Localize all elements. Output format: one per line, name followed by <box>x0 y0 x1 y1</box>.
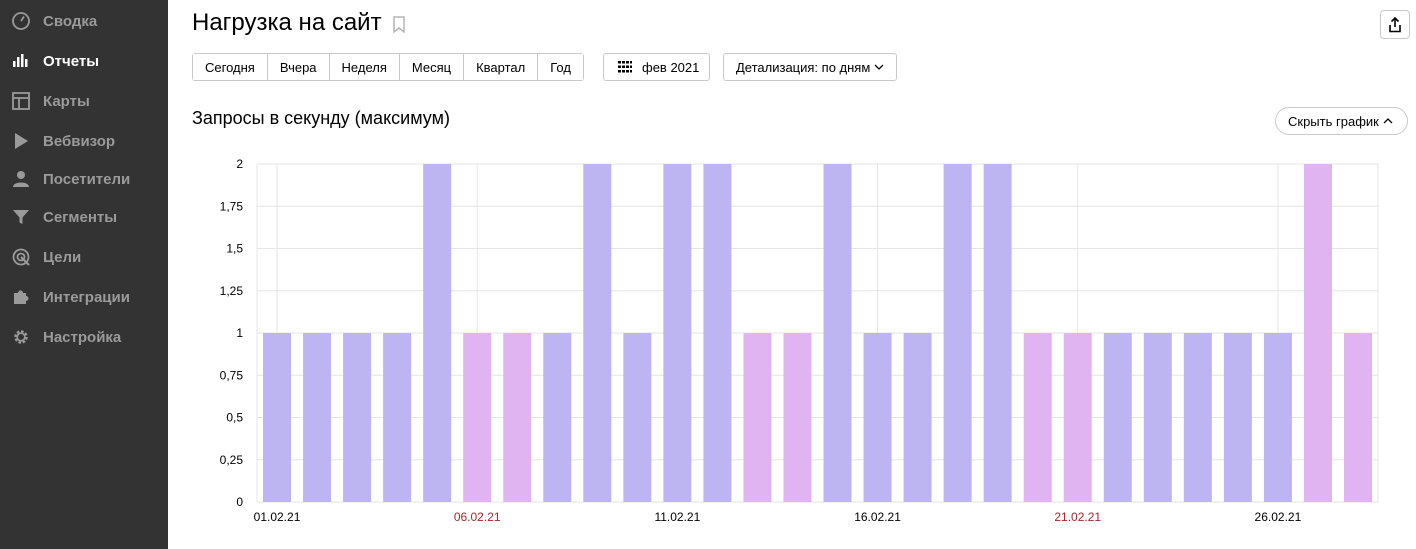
bar <box>944 164 972 502</box>
bar <box>343 333 371 502</box>
y-tick-label: 0,75 <box>220 368 244 382</box>
sidebar-item-label: Настройка <box>43 329 121 346</box>
main-content: Нагрузка на сайт Сегодня Вчера Неделя Месяц… <box>168 0 1416 549</box>
bar <box>1304 164 1332 502</box>
filter-icon <box>11 207 31 227</box>
sidebar-item-5[interactable]: Сегменты <box>0 199 168 235</box>
sidebar-item-label: Вебвизор <box>43 133 115 150</box>
chart: 0 0,25 0,5 0,75 1 1,25 1,5 1,75 2 01.02.21 06.02.2… <box>168 0 1416 549</box>
sidebar-item-label: Посетители <box>43 171 130 188</box>
sidebar-item-0[interactable]: Сводка <box>0 3 168 39</box>
y-tick-label: 1,75 <box>220 199 244 213</box>
bar <box>303 333 331 502</box>
bar <box>1024 333 1052 502</box>
y-tick-label: 0,5 <box>226 411 243 425</box>
sidebar-item-label: Отчеты <box>43 53 99 70</box>
y-tick-label: 1,25 <box>220 284 244 298</box>
bar <box>663 164 691 502</box>
bar <box>904 333 932 502</box>
y-tick-label: 1,5 <box>226 242 243 256</box>
bar <box>824 164 852 502</box>
bar <box>383 333 411 502</box>
y-tick-label: 0,25 <box>220 453 244 467</box>
bar <box>1104 333 1132 502</box>
y-tick-label: 1 <box>236 326 243 340</box>
x-tick-label: 06.02.21 <box>454 510 501 524</box>
bar <box>543 333 571 502</box>
sidebar-item-label: Карты <box>43 93 90 110</box>
sidebar-item-label: Интеграции <box>43 289 130 306</box>
x-tick-label: 21.02.21 <box>1054 510 1101 524</box>
x-tick-label: 01.02.21 <box>254 510 301 524</box>
bar <box>864 333 892 502</box>
bar <box>1144 333 1172 502</box>
target-icon <box>11 247 31 267</box>
gear-icon <box>11 327 31 347</box>
sidebar-item-label: Цели <box>43 249 81 266</box>
bar <box>1264 333 1292 502</box>
sidebar-item-6[interactable]: Цели <box>0 239 168 275</box>
bar <box>423 164 451 502</box>
sidebar-item-label: Сводка <box>43 13 97 30</box>
bar <box>463 333 491 502</box>
play-icon <box>11 131 31 151</box>
x-tick-label: 11.02.21 <box>654 510 700 524</box>
sidebar-item-4[interactable]: Посетители <box>0 161 168 197</box>
bar <box>263 333 291 502</box>
y-tick-label: 2 <box>236 157 243 171</box>
bar <box>1224 333 1252 502</box>
bar-chart-icon <box>11 51 31 71</box>
bar <box>703 164 731 502</box>
sidebar-item-3[interactable]: Вебвизор <box>0 123 168 159</box>
bar <box>503 333 531 502</box>
bar <box>783 333 811 502</box>
bar <box>1184 333 1212 502</box>
sidebar-item-1[interactable]: Отчеты <box>0 43 168 79</box>
sidebar-item-8[interactable]: Настройка <box>0 319 168 355</box>
bar <box>743 333 771 502</box>
gauge-icon <box>11 11 31 31</box>
bar <box>984 164 1012 502</box>
user-icon <box>11 169 31 189</box>
sidebar-item-label: Сегменты <box>43 209 117 226</box>
y-tick-label: 0 <box>236 495 243 509</box>
sidebar: Сводка Отчеты Карты Вебвизор Посетители Сегме… <box>0 0 168 549</box>
map-layout-icon <box>11 91 31 111</box>
bar <box>1344 333 1372 502</box>
x-tick-label: 16.02.21 <box>854 510 901 524</box>
bar <box>623 333 651 502</box>
bar <box>1064 333 1092 502</box>
bar <box>583 164 611 502</box>
sidebar-item-7[interactable]: Интеграции <box>0 279 168 315</box>
x-tick-label: 26.02.21 <box>1255 510 1302 524</box>
puzzle-icon <box>11 287 31 307</box>
sidebar-item-2[interactable]: Карты <box>0 83 168 119</box>
